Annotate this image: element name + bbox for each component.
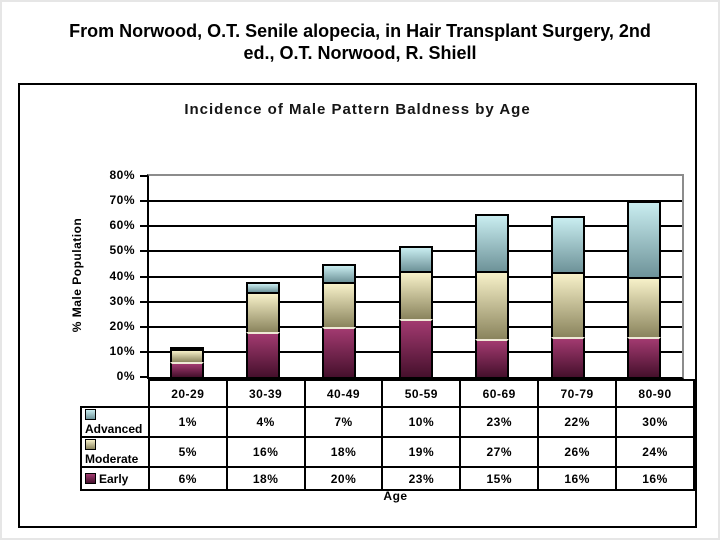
- table-row-early: Early 6% 18% 20% 23% 15% 16% 16%: [80, 466, 695, 491]
- y-axis-tick: [140, 300, 147, 303]
- slide-caption-line2: ed., O.T. Norwood, R. Shiell: [243, 43, 477, 63]
- age-header-cell: 20-29: [147, 379, 228, 408]
- value-cell: 10%: [381, 406, 462, 438]
- y-tick-label: 40%: [109, 268, 135, 283]
- value-cell: 18%: [303, 436, 384, 468]
- value-cell: 16%: [537, 466, 618, 491]
- stacked-bar-40-49: [322, 263, 357, 377]
- value-cell: 7%: [303, 406, 384, 438]
- y-tick-label: 30%: [109, 293, 135, 308]
- value-cell: 26%: [537, 436, 618, 468]
- age-header-cell: 30-39: [225, 379, 306, 408]
- value-cell: 16%: [225, 436, 306, 468]
- y-tick-label: 60%: [109, 218, 135, 233]
- bar-segment-moderate: [398, 271, 433, 320]
- value-cell: 19%: [381, 436, 462, 468]
- legend-swatch-early: [85, 472, 96, 484]
- data-table: 20-29 30-39 40-49 50-59 60-69 70-79 80-90 Advan…: [80, 379, 695, 491]
- value-cell: 24%: [615, 436, 695, 468]
- value-cell: 18%: [225, 466, 306, 491]
- legend-label: Advanced: [85, 422, 143, 436]
- stacked-bar-20-29: [170, 346, 205, 377]
- age-header-cell: 50-59: [381, 379, 462, 408]
- legend-swatch-advanced: [85, 409, 96, 420]
- value-cell: 6%: [147, 466, 228, 491]
- stacked-bar-80-90: [626, 201, 661, 377]
- legend-cell-early: Early: [80, 466, 150, 491]
- legend-cell-advanced: Advanced: [80, 406, 150, 438]
- y-axis-tick: [140, 350, 147, 353]
- value-cell: 23%: [459, 406, 540, 438]
- legend-label: Moderate: [85, 452, 139, 466]
- y-axis-tick: [140, 225, 147, 228]
- bar-segment-advanced: [550, 216, 585, 272]
- value-cell: 27%: [459, 436, 540, 468]
- table-header-row: 20-29 30-39 40-49 50-59 60-69 70-79 80-90: [81, 379, 695, 408]
- y-tick-label: 10%: [109, 343, 135, 358]
- y-tick-label: 0%: [116, 369, 135, 383]
- y-axis-tick: [140, 175, 147, 177]
- y-tick-label: 70%: [109, 193, 135, 208]
- y-axis-tick: [140, 200, 147, 203]
- value-cell: 30%: [615, 406, 695, 438]
- bar-segment-moderate: [170, 349, 205, 362]
- bar-segment-advanced: [170, 346, 205, 350]
- bar-segment-advanced: [474, 213, 509, 272]
- bar-segment-moderate: [474, 271, 509, 340]
- chart-title: Incidence of Male Pattern Baldness by Ag…: [184, 101, 531, 118]
- value-cell: 20%: [303, 466, 384, 491]
- stacked-bar-70-79: [550, 216, 585, 377]
- gridline: [149, 200, 682, 203]
- legend-swatch-moderate: [85, 439, 96, 450]
- age-header-cell: 80-90: [615, 379, 695, 408]
- value-cell: 22%: [537, 406, 618, 438]
- age-header-cell: 70-79: [537, 379, 618, 408]
- bar-segment-early: [626, 336, 661, 377]
- age-header-cell: 40-49: [303, 379, 384, 408]
- y-tick-label: 20%: [109, 318, 135, 333]
- bar-segment-moderate: [550, 271, 585, 337]
- legend-label: Early: [99, 471, 129, 486]
- table-row-moderate: Moderate 5% 16% 18% 19% 27% 26% 24%: [80, 436, 695, 468]
- bar-segment-moderate: [626, 276, 661, 337]
- bar-segment-early: [246, 331, 281, 377]
- y-axis-tick: [140, 275, 147, 278]
- gridline: [149, 225, 682, 228]
- age-header-cell: 60-69: [459, 379, 540, 408]
- bar-segment-advanced: [398, 246, 433, 272]
- y-axis-tick: [140, 376, 147, 378]
- bar-segment-early: [322, 326, 357, 377]
- value-cell: 15%: [459, 466, 540, 491]
- bar-segment-moderate: [246, 291, 281, 332]
- legend-cell-moderate: Moderate: [80, 436, 150, 468]
- x-axis-title: Age: [383, 489, 408, 503]
- slide-caption: From Norwood, O.T. Senile alopecia, in H…: [20, 20, 700, 64]
- bar-segment-early: [474, 339, 509, 377]
- bar-segment-advanced: [246, 281, 281, 292]
- value-cell: 1%: [147, 406, 228, 438]
- chart-frame: Incidence of Male Pattern Baldness by Ag…: [18, 83, 697, 528]
- table-corner-blank: [81, 380, 149, 407]
- stacked-bar-50-59: [398, 246, 433, 377]
- value-cell: 4%: [225, 406, 306, 438]
- y-axis-tick: [140, 250, 147, 253]
- bar-segment-moderate: [322, 281, 357, 327]
- value-cell: 23%: [381, 466, 462, 491]
- table-row-advanced: Advanced 1% 4% 7% 10% 23% 22% 30%: [80, 406, 695, 438]
- bar-segment-early: [398, 319, 433, 377]
- y-tick-label: 50%: [109, 243, 135, 258]
- bar-segment-early: [550, 336, 585, 377]
- slide-caption-line1: From Norwood, O.T. Senile alopecia, in H…: [69, 21, 651, 41]
- plot-area: [147, 174, 684, 379]
- y-tick-label: 80%: [109, 168, 135, 182]
- value-cell: 5%: [147, 436, 228, 468]
- y-axis-tick: [140, 325, 147, 328]
- bar-segment-early: [170, 361, 205, 377]
- stacked-bar-30-39: [246, 281, 281, 377]
- bar-segment-advanced: [322, 263, 357, 282]
- value-cell: 16%: [615, 466, 695, 491]
- bar-segment-advanced: [626, 201, 661, 277]
- stacked-bar-60-69: [474, 213, 509, 377]
